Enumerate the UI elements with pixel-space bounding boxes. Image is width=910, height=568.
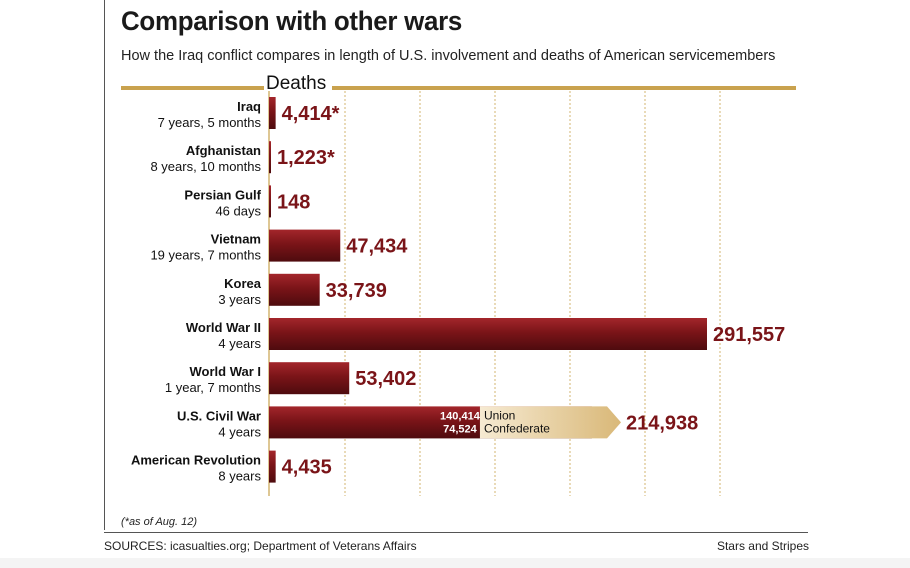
sources-text: SOURCES: icasualties.org; Department of …	[104, 539, 417, 553]
frame-left-rule	[104, 0, 105, 530]
category-duration: 4 years	[218, 424, 261, 439]
category-duration: 7 years, 5 months	[158, 115, 262, 130]
category-name: World War II	[186, 320, 261, 335]
category-duration: 8 years, 10 months	[150, 159, 261, 174]
credit-text: Stars and Stripes	[716, 539, 809, 553]
bar	[269, 185, 271, 218]
confederate-label: Confederate	[484, 421, 550, 435]
category-name: Persian Gulf	[184, 187, 261, 202]
union-label: Union	[484, 408, 515, 422]
category-name: Vietnam	[211, 232, 261, 247]
category-duration: 1 year, 7 months	[165, 380, 262, 395]
data-label: 47,434	[346, 236, 408, 258]
data-label: 214,938	[626, 412, 698, 434]
bar	[269, 141, 271, 174]
header-rule-left	[121, 86, 264, 90]
category-name: World War I	[190, 364, 262, 379]
data-label: 148	[277, 191, 310, 213]
bar	[269, 229, 341, 262]
category-name: Iraq	[237, 99, 261, 114]
data-label: 33,739	[326, 280, 387, 302]
category-duration: 46 days	[215, 203, 261, 218]
data-label: 1,223*	[277, 147, 335, 169]
bar	[269, 273, 320, 306]
chart-subtitle: How the Iraq conflict compares in length…	[121, 48, 776, 64]
bar	[269, 450, 276, 483]
data-label: 291,557	[713, 324, 785, 346]
bar	[269, 97, 276, 129]
bar	[269, 362, 350, 395]
category-name: American Revolution	[131, 453, 261, 468]
data-label: 4,414*	[282, 103, 340, 125]
chart-title: Comparison with other wars	[121, 6, 463, 36]
data-label: 4,435	[282, 457, 332, 479]
data-label: 53,402	[355, 368, 416, 390]
category-name: Afghanistan	[186, 143, 261, 158]
category-duration: 19 years, 7 months	[150, 248, 261, 263]
category-duration: 4 years	[218, 336, 261, 351]
category-duration: 8 years	[218, 469, 261, 484]
confederate-deaths-value: 74,524	[443, 423, 478, 435]
civil-war-annotation-bg	[479, 406, 621, 439]
value-axis-label: Deaths	[266, 73, 327, 94]
footnote: (*as of Aug. 12)	[121, 516, 198, 528]
sources-rule	[104, 532, 808, 533]
category-name: Korea	[224, 276, 262, 291]
header-rule-right	[332, 86, 796, 90]
bottom-band	[0, 558, 910, 568]
category-name: U.S. Civil War	[177, 408, 261, 423]
bar	[269, 318, 707, 350]
union-deaths-value: 140,414	[440, 410, 481, 422]
category-duration: 3 years	[218, 292, 261, 307]
